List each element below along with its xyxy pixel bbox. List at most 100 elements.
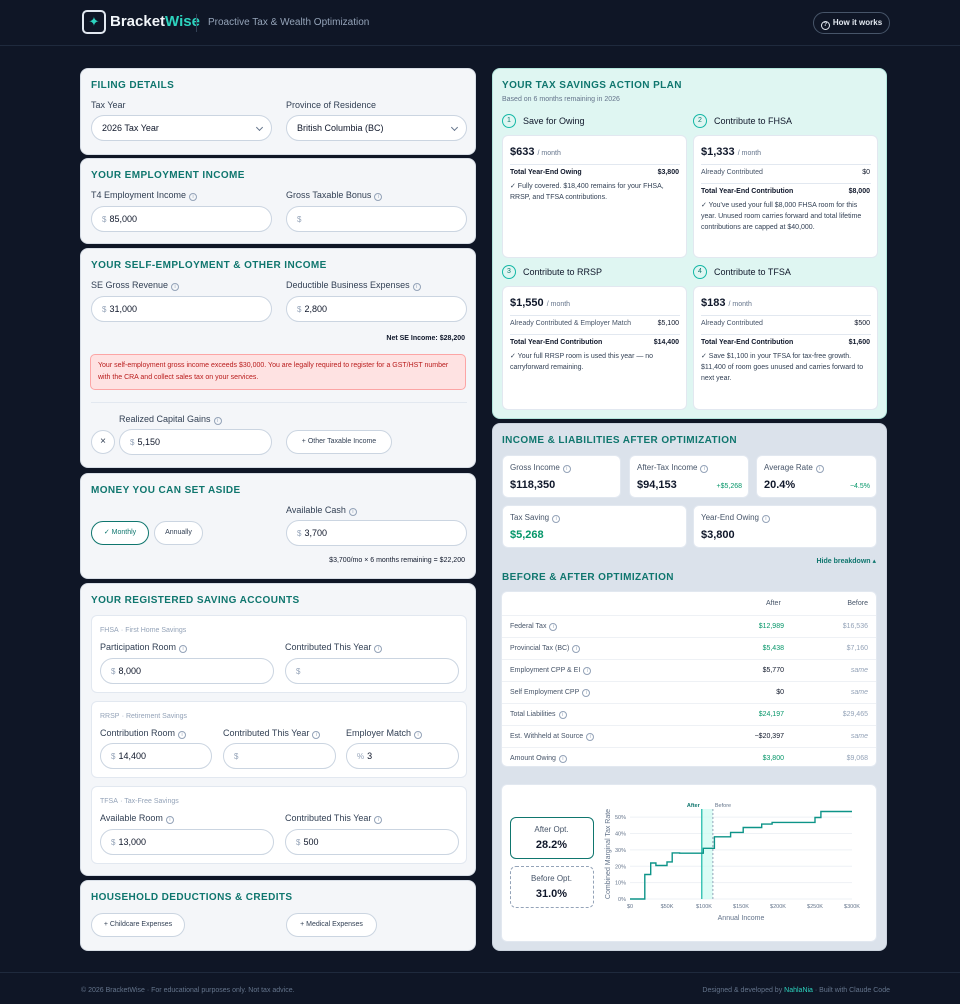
hide-breakdown-link[interactable]: Hide breakdown ▴ xyxy=(816,558,876,565)
step-label: Contribute to RRSP xyxy=(523,267,603,277)
gross-income-stat: Gross Income i $118,350 xyxy=(502,455,621,498)
author-link[interactable]: NahlaNia xyxy=(784,987,813,994)
info-icon[interactable]: i xyxy=(700,465,709,473)
monthly-toggle[interactable]: ✓ Monthly xyxy=(91,521,149,545)
info-icon[interactable]: i xyxy=(178,731,187,739)
app-header: ✦ BracketWise Proactive Tax & Wealth Opt… xyxy=(0,0,960,46)
brand-name: BracketWise xyxy=(110,13,200,30)
info-icon[interactable]: i xyxy=(558,711,567,719)
comparison-table: After Before Federal Tax i $12,989 $16,536 P… xyxy=(501,591,877,767)
row-label: Federal Tax xyxy=(510,623,547,630)
employer-match-input[interactable]: % 3 xyxy=(346,743,459,769)
info-icon[interactable]: i xyxy=(558,755,567,763)
info-icon[interactable]: i xyxy=(179,645,188,653)
row-label-wrap: Amount Owing i xyxy=(510,755,567,763)
row-label: Already Contributed & Employer Match xyxy=(510,320,631,327)
row-label-wrap: Federal Tax i xyxy=(510,623,558,631)
info-icon[interactable]: i xyxy=(412,283,421,291)
add-medical-button[interactable]: + Medical Expenses xyxy=(286,913,377,937)
y-tick-label: 0% xyxy=(618,897,626,903)
fhsa-contributed-label: Contributed This Year i xyxy=(285,642,383,653)
tax-year-select[interactable]: 2026 Tax Year xyxy=(91,115,272,141)
y-tick-label: 30% xyxy=(615,848,626,854)
t4-income-input[interactable]: $85,000 xyxy=(91,206,272,232)
bonus-input[interactable]: $ xyxy=(286,206,467,232)
t4-label: T4 Employment Income i xyxy=(91,190,198,201)
info-icon[interactable]: i xyxy=(582,689,591,697)
before-value: $29,465 xyxy=(842,711,868,718)
row-label: Total Year-End Contribution xyxy=(701,339,794,346)
remove-capital-gains-button[interactable]: × xyxy=(91,430,115,454)
se-revenue-input[interactable]: $31,000 xyxy=(91,296,272,322)
info-icon[interactable]: i xyxy=(213,417,222,425)
rrsp-contributed-input[interactable]: $ xyxy=(223,743,336,769)
x-tick-label: $0 xyxy=(627,904,633,910)
tagline: Proactive Tax & Wealth Optimization xyxy=(208,17,370,28)
info-icon[interactable]: i xyxy=(552,515,561,523)
divider xyxy=(510,164,680,165)
info-icon[interactable]: i xyxy=(761,515,770,523)
x-tick-label: $100K xyxy=(696,904,712,910)
household-card: HOUSEHOLD DEDUCTIONS & CREDITS + Childca… xyxy=(80,880,476,951)
how-it-works-button[interactable]: ? How it works xyxy=(813,12,890,34)
after-opt-value: 28.2% xyxy=(535,839,568,851)
info-icon[interactable]: i xyxy=(374,816,383,824)
add-childcare-button[interactable]: + Childcare Expenses xyxy=(91,913,185,937)
row-value: $3,800 xyxy=(657,169,679,176)
annually-toggle[interactable]: Annually xyxy=(154,521,203,545)
fhsa-room-input[interactable]: $8,000 xyxy=(100,658,274,684)
province-select[interactable]: British Columbia (BC) xyxy=(286,115,467,141)
rrsp-title: RRSP · Retirement Savings xyxy=(100,713,188,720)
info-icon[interactable]: i xyxy=(815,465,824,473)
step-label: Contribute to FHSA xyxy=(714,116,793,126)
add-other-income-button[interactable]: + Other Taxable Income xyxy=(286,430,392,454)
divider xyxy=(91,402,467,403)
table-row: Total Liabilities i $24,197 $29,465 xyxy=(502,703,876,725)
available-cash-input[interactable]: $3,700 xyxy=(286,520,467,546)
rrsp-room-input[interactable]: $14,400 xyxy=(100,743,212,769)
info-icon[interactable]: i xyxy=(374,193,383,201)
monthly-amount: $1,550 / month xyxy=(510,297,571,309)
info-icon[interactable]: i xyxy=(348,508,357,516)
info-icon[interactable]: i xyxy=(171,283,180,291)
info-icon[interactable]: i xyxy=(586,733,595,741)
info-icon[interactable]: i xyxy=(414,731,423,739)
se-revenue-label: SE Gross Revenue i xyxy=(91,280,180,291)
info-icon[interactable]: i xyxy=(189,193,198,201)
stat-delta: −4.5% xyxy=(849,483,870,490)
info-icon[interactable]: i xyxy=(312,731,321,739)
footer-credits: Designed & developed by NahlaNia · Built… xyxy=(702,987,890,994)
before-opt-value: 31.0% xyxy=(535,888,568,900)
plus-icon: + xyxy=(300,921,307,928)
after-value: $0 xyxy=(776,689,784,696)
fhsa-contributed-input[interactable]: $ xyxy=(285,658,459,684)
action-plan-card: YOUR TAX SAVINGS ACTION PLAN Based on 6 … xyxy=(492,68,887,419)
info-icon[interactable]: i xyxy=(165,816,174,824)
rrsp-contributed-label: Contributed This Year i xyxy=(223,728,321,739)
after-opt-label: After Opt. xyxy=(534,825,569,834)
info-icon[interactable]: i xyxy=(549,623,558,631)
rrsp-plan-panel: $1,550 / month Already Contributed & Emp… xyxy=(502,286,687,410)
business-expenses-input[interactable]: $2,800 xyxy=(286,296,467,322)
step-number: 1 xyxy=(502,114,516,128)
info-icon[interactable]: i xyxy=(583,667,592,675)
x-tick-label: $250K xyxy=(807,904,823,910)
info-icon[interactable]: i xyxy=(374,645,383,653)
tfsa-room-label: Available Room i xyxy=(100,813,174,824)
column-header-after: After xyxy=(766,600,781,607)
info-icon[interactable]: i xyxy=(572,645,581,653)
province-label: Province of Residence xyxy=(286,100,377,110)
x-tick-label: $150K xyxy=(733,904,749,910)
row-label: Est. Withheld at Source xyxy=(510,733,584,740)
row-value: $5,100 xyxy=(657,320,679,327)
tfsa-room-input[interactable]: $13,000 xyxy=(100,829,274,855)
row-value: $14,400 xyxy=(653,339,679,346)
monthly-amount: $1,333 / month xyxy=(701,146,762,158)
table-row: Self Employment CPP i $0 same xyxy=(502,681,876,703)
info-icon[interactable]: i xyxy=(562,465,571,473)
bracket-logo-icon: ✦ xyxy=(82,10,106,34)
tfsa-contributed-input[interactable]: $500 xyxy=(285,829,459,855)
step-number: 2 xyxy=(693,114,707,128)
table-row: Federal Tax i $12,989 $16,536 xyxy=(502,615,876,637)
capital-gains-input[interactable]: $5,150 xyxy=(119,429,272,455)
